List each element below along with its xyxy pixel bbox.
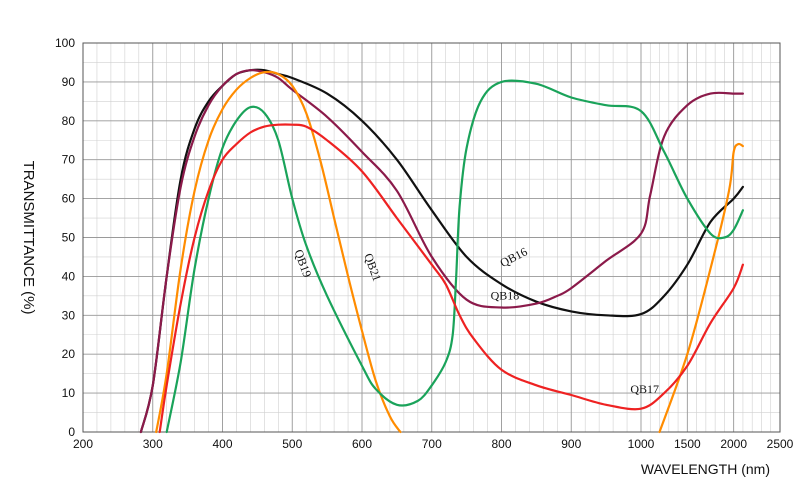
x-tick-label: 200 <box>73 437 93 451</box>
series-line-qb21 <box>155 70 402 434</box>
x-axis-title: WAVELENGTH (nm) <box>641 461 770 477</box>
series-label-qb21: QB21 <box>361 251 384 283</box>
series-label-qb19: QB19 <box>292 247 315 279</box>
y-tick-label: 30 <box>62 308 76 322</box>
x-tick-label: 800 <box>491 437 511 451</box>
y-tick-label: 10 <box>62 386 76 400</box>
x-tick-label: 2500 <box>767 437 794 451</box>
series-line-qb19 <box>165 79 744 434</box>
y-axis-title: TRANSMITTANCE (%) <box>20 161 37 315</box>
x-tick-label: 900 <box>561 437 581 451</box>
y-tick-label: 20 <box>62 347 76 361</box>
series-line-qb17 <box>158 123 744 434</box>
y-tick-label: 90 <box>62 75 76 89</box>
y-tick-label: 60 <box>62 192 76 206</box>
x-tick-label: 500 <box>282 437 302 451</box>
y-tick-label: 0 <box>68 425 75 439</box>
y-tick-label: 80 <box>62 114 76 128</box>
series-line-qb16 <box>139 68 744 434</box>
y-tick-label: 40 <box>62 269 76 283</box>
y-tick-label: 70 <box>62 153 76 167</box>
y-tick-label: 50 <box>62 231 76 245</box>
x-tick-label: 400 <box>212 437 232 451</box>
series-line-qb21 <box>658 142 744 434</box>
series-label-qb17: QB17 <box>630 382 659 396</box>
x-tick-label: 2000 <box>720 437 747 451</box>
series-line-qb18 <box>139 69 744 434</box>
y-tick-label: 100 <box>55 36 75 50</box>
series-label-qb16: QB16 <box>498 245 530 270</box>
plot-frame <box>82 42 781 433</box>
series-label-qb18: QB18 <box>491 289 520 303</box>
x-tick-label: 600 <box>352 437 372 451</box>
x-tick-label: 1000 <box>628 437 655 451</box>
x-tick-label: 700 <box>422 437 442 451</box>
x-tick-label: 1500 <box>674 437 701 451</box>
x-tick-label: 300 <box>143 437 163 451</box>
